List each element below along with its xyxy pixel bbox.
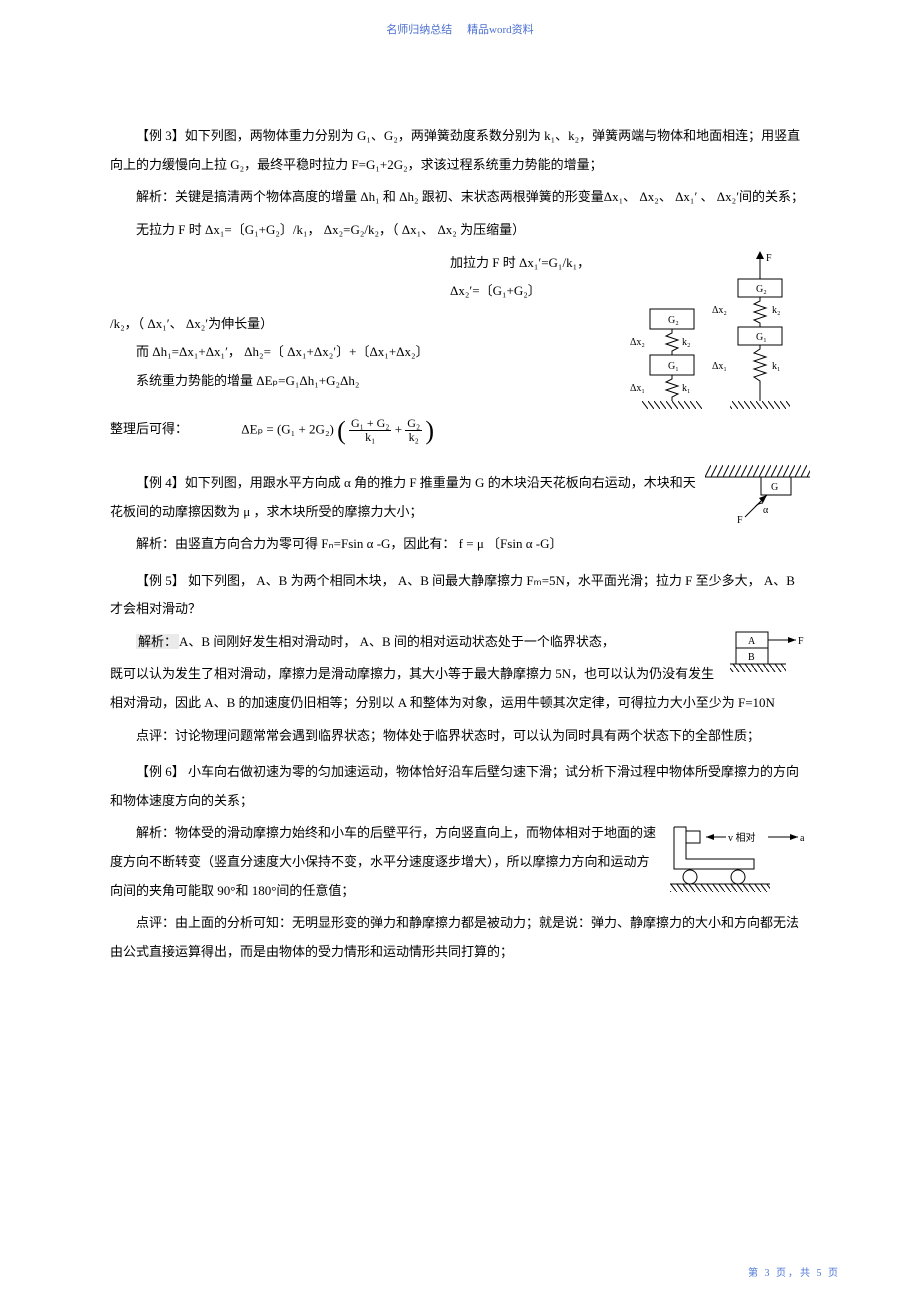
ex3-line5: /k₂，（ Δx₁′、 Δx₂′为伸长量） <box>110 310 810 339</box>
ex3-title: 【例 3】 <box>136 128 185 143</box>
ex6-line3: 点评：由上面的分析可知：无明显形变的弹力和静摩擦力都是被动力；就是说：弹力、静摩… <box>110 909 810 966</box>
ex4-line2: 解析：由竖直方向合力为零可得 Fₙ=Fsin α -G，因此有： f = μ 〔… <box>110 530 810 559</box>
ex3-line7: 系统重力势能的增量 ΔEₚ=G₁Δh₁+G₂Δh₂ <box>110 367 810 396</box>
ex5-line2b: A、B 间刚好发生相对滑动时， A、B 间的相对运动状态处于一个临界状态， <box>179 634 615 649</box>
ex6-intro: 【例 6】 小车向右做初速为零的匀加速运动，物体恰好沿车后壁匀速下滑；试分析下滑… <box>110 758 810 815</box>
formula-content: ΔEₚ = (G₁ + 2G₂) ( G₁ + G₂k₁ + G₂k₂ ) <box>241 402 434 459</box>
ex5-line3: 既可以认为发生了相对滑动，摩擦力是滑动摩擦力，其大小等于最大静摩擦力 5N，也可… <box>110 660 810 717</box>
header-note: 名师归纳总结 精品word资料 <box>110 18 810 42</box>
ex6-line2: 解析：物体受的滑动摩擦力始终和小车的后壁平行，方向竖直向上，而物体相对于地面的速… <box>110 819 810 905</box>
ex6-title: 【例 6】 <box>136 764 185 779</box>
ex5-title: 【例 5】 <box>136 573 185 588</box>
ex5-line1: 如下列图， A、B 为两个相同木块， A、B 间最大静摩擦力 Fₘ=5N，水平面… <box>110 573 795 617</box>
ex4-line1: 如下列图，用跟水平方向成 α 角的推力 F 推重量为 G 的木块沿天花板向右运动… <box>110 475 696 519</box>
ex4-intro: 【例 4】如下列图，用跟水平方向成 α 角的推力 F 推重量为 G 的木块沿天花… <box>110 469 810 526</box>
ex3-line1: 如下列图，两物体重力分别为 G₁、G₂，两弹簧劲度系数分别为 k₁、k₂，弹簧两… <box>110 128 800 172</box>
ex3-intro: 【例 3】如下列图，两物体重力分别为 G₁、G₂，两弹簧劲度系数分别为 k₁、k… <box>110 122 810 179</box>
header-right: 精品word资料 <box>467 24 534 36</box>
ex3-line8-prefix: 整理后可得： <box>110 415 188 444</box>
ex5-intro: 【例 5】 如下列图， A、B 为两个相同木块， A、B 间最大静摩擦力 Fₘ=… <box>110 567 810 624</box>
ex3-line3: 无拉力 F 时 Δx₁=〔G₁+G₂〕/k₁， Δx₂=G₂/k₂，（ Δx₁、… <box>110 216 810 245</box>
ex3-line4: 加拉力 F 时 Δx₁′=G₁/k₁， Δx₂′=〔G₁+G₂〕 <box>110 249 810 306</box>
header-left: 名师归纳总结 <box>386 24 452 36</box>
page-footer: 第 3 页，共 5 页 <box>748 1263 840 1285</box>
ex5-line2a: 解析： <box>136 634 179 649</box>
ex5-line2: 解析：A、B 间刚好发生相对滑动时， A、B 间的相对运动状态处于一个临界状态， <box>110 628 810 657</box>
ex3-line6: 而 Δh₁=Δx₁+Δx₁′， Δh₂=〔 Δx₁+Δx₂′〕+〔Δx₁+Δx₂… <box>110 342 810 363</box>
ex4-title: 【例 4】 <box>136 475 185 490</box>
ex5-line4: 点评：讨论物理问题常常会遇到临界状态；物体处于临界状态时，可以认为同时具有两个状… <box>110 722 810 751</box>
ex3-line2: 解析：关键是搞清两个物体高度的增量 Δh₁ 和 Δh₂ 跟初、末状态两根弹簧的形… <box>110 183 810 212</box>
ex6-line1: 小车向右做初速为零的匀加速运动，物体恰好沿车后壁匀速下滑；试分析下滑过程中物体所… <box>110 764 799 808</box>
